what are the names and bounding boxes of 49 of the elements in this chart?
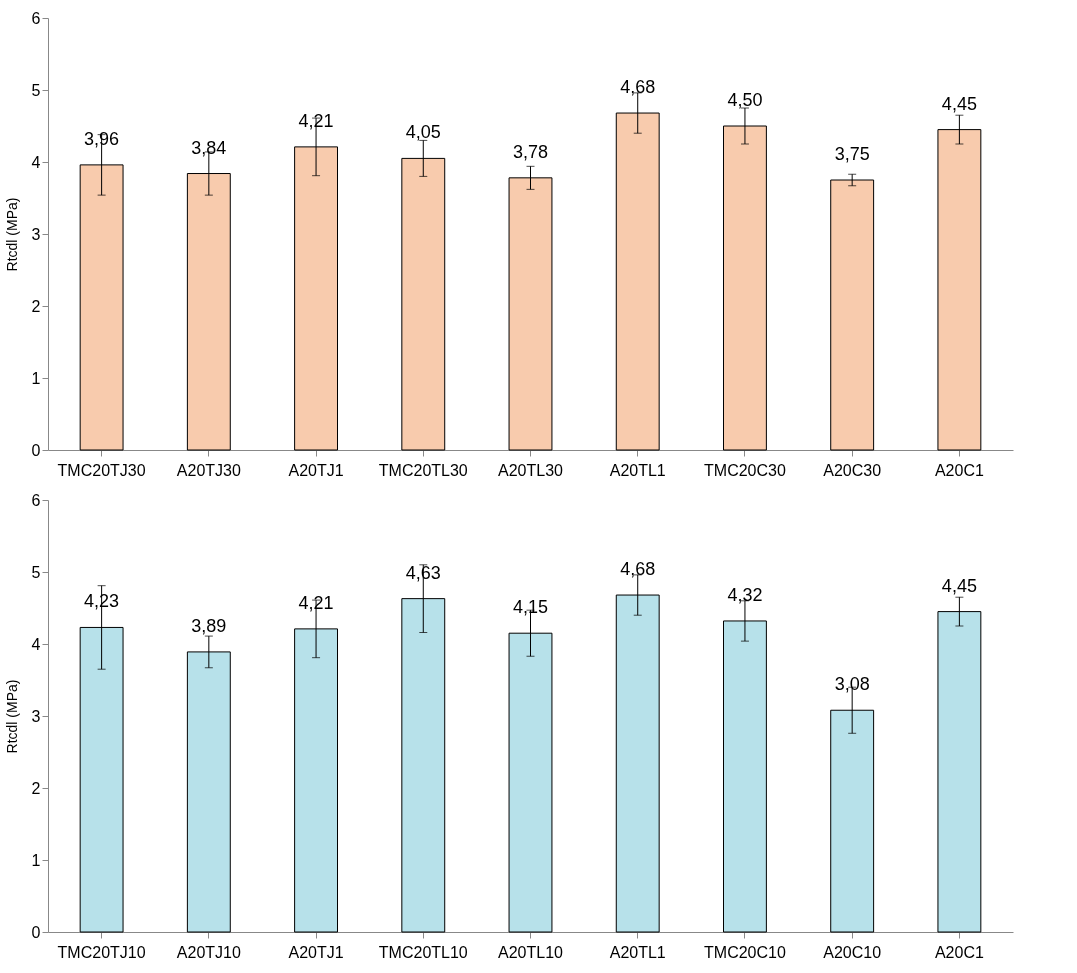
- x-tick-label: A20C1: [934, 461, 984, 479]
- x-tick-label: A20TJ1: [288, 461, 344, 479]
- x-tick-label: A20TL1: [609, 461, 666, 479]
- y-tick-label: 4: [31, 635, 41, 653]
- data-label: 4,21: [298, 110, 334, 131]
- x-tick-label: TMC20C30: [704, 461, 786, 479]
- y-tick-label: 1: [31, 369, 41, 387]
- x-tick-label: A20TL10: [498, 943, 564, 961]
- x-tick-label: A20TL1: [609, 943, 666, 961]
- y-tick-label: 2: [31, 779, 41, 797]
- y-tick-label: 3: [31, 707, 41, 725]
- y-tick-label: 4: [31, 153, 41, 171]
- y-tick-label: 3: [31, 225, 41, 243]
- data-label: 3,78: [512, 141, 549, 162]
- data-label: 4,68: [620, 77, 656, 98]
- y-axis-title: Rtcdl (MPa): [3, 679, 20, 754]
- data-label: 4,21: [298, 592, 334, 613]
- y-tick-label: 0: [31, 441, 41, 459]
- y-tick-label: 6: [31, 9, 41, 27]
- x-tick-label: TMC20C10: [704, 943, 786, 961]
- y-tick-label: 2: [31, 297, 41, 315]
- data-label: 4,05: [405, 122, 441, 143]
- y-tick-label: 1: [31, 851, 41, 869]
- data-label: 3,75: [834, 144, 870, 164]
- x-tick-label: TMC20TL30: [378, 461, 468, 479]
- x-tick-label: A20C1: [934, 943, 984, 961]
- y-tick-label: 6: [31, 491, 41, 509]
- data-label: 4,45: [941, 575, 977, 596]
- data-label: 3,84: [191, 137, 227, 158]
- y-axis-title: Rtcdl (MPa): [3, 197, 20, 272]
- x-tick-label: TMC20TL10: [378, 943, 468, 961]
- y-tick-label: 5: [31, 81, 41, 99]
- x-tick-label: A20C10: [823, 943, 882, 961]
- data-label: 4,45: [941, 93, 977, 114]
- data-label: 3,89: [191, 615, 227, 636]
- y-tick-label: 5: [31, 563, 41, 581]
- x-tick-label: A20TL30: [498, 461, 564, 479]
- y-tick-label: 0: [31, 923, 41, 941]
- x-tick-label: A20TJ1: [288, 943, 344, 961]
- x-tick-label: TMC20TJ30: [57, 461, 146, 479]
- data-label: 4,68: [620, 559, 656, 580]
- data-label: 4,32: [727, 584, 763, 605]
- data-label: 4,15: [512, 597, 549, 618]
- data-label: 4,50: [727, 90, 763, 110]
- data-label: 3,08: [834, 674, 870, 695]
- x-tick-label: TMC20TJ10: [57, 943, 146, 961]
- x-tick-label: A20TJ30: [176, 461, 241, 479]
- x-tick-label: A20TJ10: [176, 943, 241, 961]
- x-tick-label: A20C30: [823, 461, 882, 479]
